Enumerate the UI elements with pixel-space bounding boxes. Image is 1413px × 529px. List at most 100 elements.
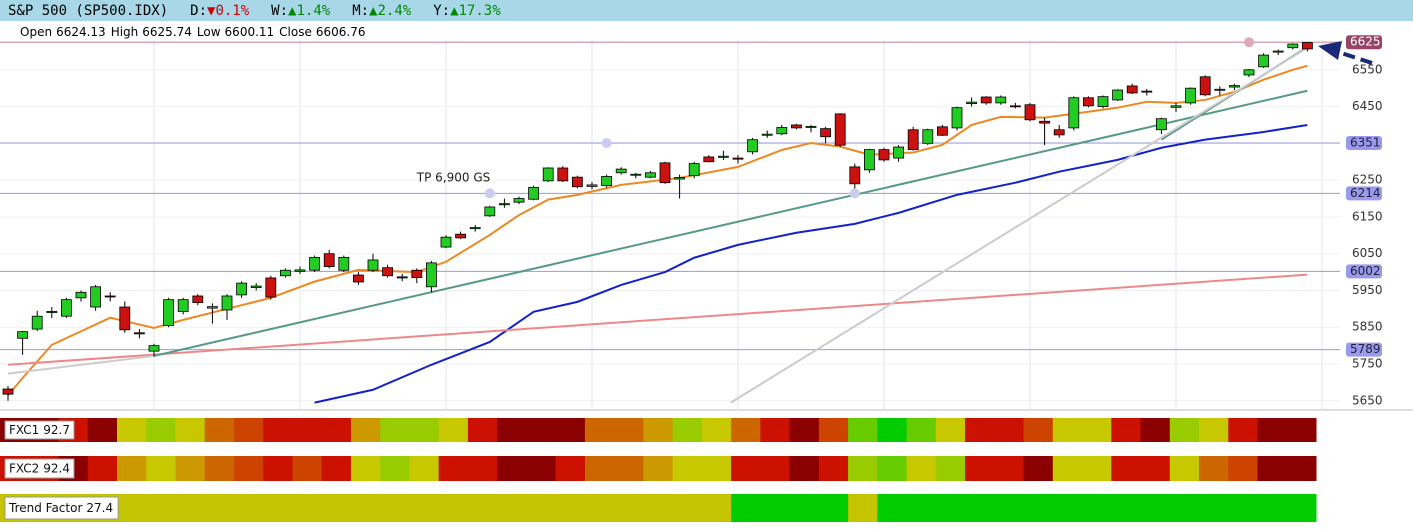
strip-cell xyxy=(1169,494,1200,522)
strip-cell xyxy=(116,418,147,442)
candle-body xyxy=(425,262,437,288)
candle-body xyxy=(61,299,72,317)
strip-cell xyxy=(555,456,586,481)
strip-cell xyxy=(1023,418,1054,442)
strip-cell xyxy=(760,494,791,522)
ohlc-label: Open xyxy=(20,25,52,39)
candle-body xyxy=(163,299,175,326)
arrow xyxy=(1318,41,1373,65)
strip-cell xyxy=(292,418,323,442)
change-arrow: ▲ xyxy=(288,3,297,19)
strip-cell xyxy=(409,494,440,522)
strip-cell xyxy=(467,494,498,522)
ohlc-label: Low xyxy=(197,25,221,39)
candle-body xyxy=(221,295,233,311)
strip-cell xyxy=(994,456,1025,481)
marker xyxy=(601,137,612,148)
strip-cell xyxy=(1286,494,1317,522)
level-label: 5789 xyxy=(1350,342,1381,356)
candle-body xyxy=(557,167,569,182)
candle-body xyxy=(586,184,598,187)
strip-cell xyxy=(672,418,703,442)
strip-cell xyxy=(935,456,966,481)
strip-cell xyxy=(965,418,995,442)
line xyxy=(730,46,1308,404)
candle-body xyxy=(2,388,14,395)
marker xyxy=(484,188,495,199)
candle-body xyxy=(805,126,817,128)
strip-cell xyxy=(204,494,235,522)
strip-cell xyxy=(526,494,557,522)
line xyxy=(7,354,155,375)
candle-body xyxy=(951,107,963,129)
change-arrow: ▼ xyxy=(207,3,216,19)
candle-body xyxy=(133,332,145,335)
candle-body xyxy=(1229,85,1240,88)
change-label: D: xyxy=(190,3,207,19)
candle-body xyxy=(1272,50,1284,53)
level-label: 6351 xyxy=(1350,135,1381,149)
annotation: TP 6,900 GS xyxy=(416,170,490,184)
strip-cell xyxy=(818,418,849,442)
strip-cell xyxy=(526,418,557,442)
level-tag xyxy=(1346,186,1382,201)
strip-cell xyxy=(848,418,878,442)
candle-body xyxy=(732,157,744,160)
strip-cell xyxy=(1140,456,1171,481)
strip-cell xyxy=(380,456,410,481)
strip-value: 27.4 xyxy=(86,501,113,515)
strip-cell xyxy=(87,456,118,481)
strip-cell xyxy=(350,494,381,522)
strip-cell xyxy=(1023,456,1054,481)
change-value: 17.3% xyxy=(459,3,502,19)
strip-cell xyxy=(263,456,293,481)
level-label: 6625 xyxy=(1350,35,1381,49)
candle-body xyxy=(1185,87,1196,104)
candle-body xyxy=(718,155,729,158)
strip-cell xyxy=(263,494,293,522)
strip-cell xyxy=(877,418,908,442)
strip-cell xyxy=(614,456,644,481)
candle-body xyxy=(498,203,510,206)
strip-cell xyxy=(497,418,527,442)
strip-cell xyxy=(321,456,352,481)
strip-cell xyxy=(848,456,878,481)
change-value: 0.1% xyxy=(215,3,249,19)
candle-body xyxy=(1258,54,1269,68)
marker xyxy=(1244,37,1254,48)
strip-cell xyxy=(643,418,674,442)
candle-body xyxy=(323,253,335,267)
level-tag xyxy=(1346,342,1382,357)
strip-cell xyxy=(1199,418,1229,442)
strip-cell xyxy=(497,456,527,481)
candle-body xyxy=(659,162,671,184)
level-label: 6214 xyxy=(1350,186,1381,200)
strip-cell xyxy=(935,418,966,442)
strip-cell xyxy=(731,456,761,481)
strip-cell xyxy=(116,456,147,481)
strip-cell xyxy=(906,418,937,442)
strip-cell xyxy=(175,418,206,442)
strip-cell xyxy=(614,494,644,522)
candle-body xyxy=(615,168,627,174)
candle-body xyxy=(352,274,364,283)
change-label: M: xyxy=(352,3,369,19)
candle-body xyxy=(192,295,204,304)
candle-body xyxy=(761,133,773,136)
ohlc-value: 6606.76 xyxy=(316,25,366,39)
header: S&P 500 (SP500.IDX) D:▼0.1% W:▲1.4% M:▲2.4%… xyxy=(8,3,501,19)
candle-body xyxy=(31,315,43,330)
candle-body xyxy=(1156,118,1167,131)
arrow-head xyxy=(1318,41,1342,60)
strip-cell xyxy=(731,494,761,522)
strip-cell xyxy=(116,494,147,522)
candle-body xyxy=(820,128,831,138)
candle-body xyxy=(411,269,423,278)
strip-cell xyxy=(350,456,381,481)
candle-body xyxy=(922,129,934,144)
strip-cell xyxy=(672,456,703,481)
strip-cell xyxy=(1257,494,1288,522)
candle-body xyxy=(236,282,248,296)
strip-label: FXC1 92.7 xyxy=(9,423,70,437)
strip-cell xyxy=(614,418,644,442)
